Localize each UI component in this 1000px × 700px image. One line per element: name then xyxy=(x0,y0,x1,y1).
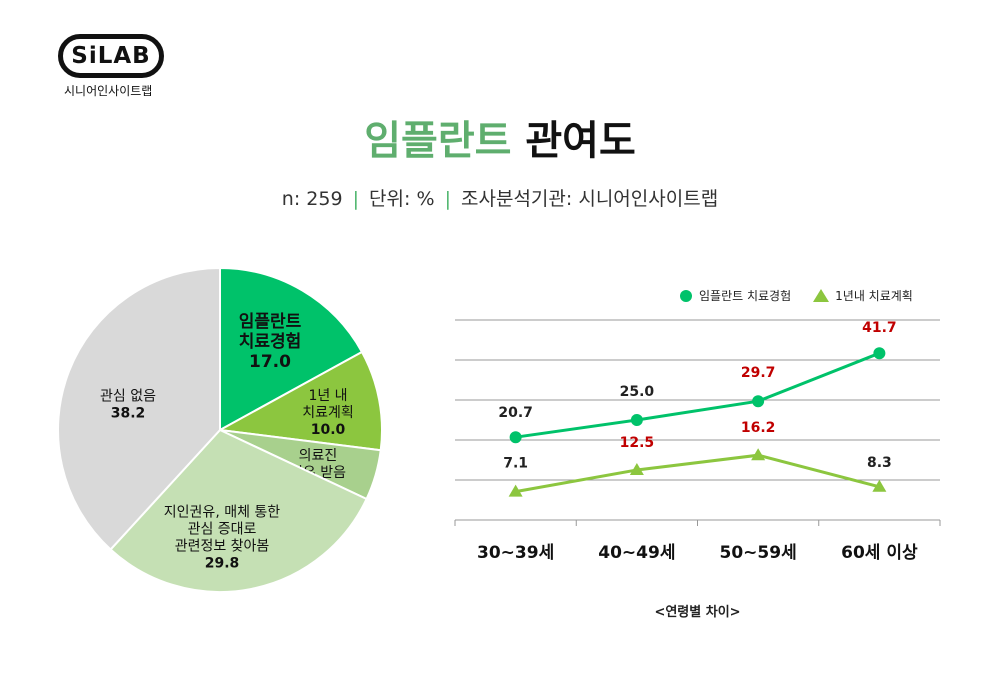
legend-implant: 임플란트 치료경험 xyxy=(699,289,792,303)
x-tick-label: 30~39세 xyxy=(477,543,554,563)
title-rest: 관여도 xyxy=(525,118,636,164)
data-label: 25.0 xyxy=(620,384,655,400)
pie-slice xyxy=(57,266,221,551)
x-tick-label: 60세 이상 xyxy=(841,543,918,563)
pie-slice xyxy=(109,428,368,593)
circle-marker-icon xyxy=(680,289,692,302)
pie-category-label: 관련정보 찾아봄 xyxy=(175,538,270,554)
pie-category-label: 의료진 xyxy=(299,448,338,464)
pie-value-label: 17.0 xyxy=(249,352,291,372)
data-label: 41.7 xyxy=(862,320,897,336)
data-point-triangle xyxy=(629,463,644,475)
data-label: 7.1 xyxy=(503,456,528,472)
series-line-plan xyxy=(515,453,880,494)
data-point-circle xyxy=(509,431,522,444)
pie-category-label: 1년 내 xyxy=(308,388,347,404)
logo-subtitle: 시니어인사이트랩 xyxy=(64,84,153,98)
legend-plan: 1년내 치료계획 xyxy=(835,289,913,303)
unit-label: 단위: % xyxy=(369,188,435,210)
data-label: 8.3 xyxy=(867,455,892,471)
line-legend: 임플란트 치료경험 1년내 치료계획 xyxy=(680,287,913,304)
title-highlight: 임플란트 xyxy=(364,118,512,164)
page-title: 임플란트 관여도 xyxy=(0,108,1000,166)
silab-logo: SiLAB 시니어인사이트랩 xyxy=(58,34,178,99)
data-label: 16.2 xyxy=(741,420,776,436)
data-point-circle xyxy=(630,414,643,426)
x-tick-label: 50~59세 xyxy=(720,543,797,563)
pie-category-label: 지인권유, 매체 통한 xyxy=(164,504,281,520)
data-label: 20.7 xyxy=(498,405,533,421)
data-point-circle xyxy=(873,347,886,360)
survey-info: n: 259 | 단위: % | 조사분석기관: 시니어인사이트랩 xyxy=(0,184,1000,211)
data-label: 12.5 xyxy=(620,435,655,451)
pie-value-label: 10.0 xyxy=(311,422,346,438)
chart-caption: <연령별 차이> xyxy=(654,605,741,620)
series-line-implant xyxy=(515,351,880,439)
data-point-triangle xyxy=(508,484,523,497)
separator: | xyxy=(444,188,451,210)
pie-value-label: 29.8 xyxy=(205,555,240,571)
pie-category-label: 치료계획 xyxy=(302,405,354,421)
logo-badge: SiLAB xyxy=(58,34,164,78)
pie-slice xyxy=(216,350,383,452)
separator: | xyxy=(352,188,359,210)
pie-category-label: 관심 없음 xyxy=(100,388,156,404)
triangle-marker-icon xyxy=(813,289,830,302)
data-label: 29.7 xyxy=(741,365,776,381)
pie-category-label: 관심 증대로 xyxy=(188,521,257,537)
pie-category-label: 치료경험 xyxy=(239,331,302,352)
data-point-circle xyxy=(752,395,765,408)
pie-value-label: 38.2 xyxy=(111,405,146,421)
sample-size: n: 259 xyxy=(281,188,343,210)
x-tick-label: 40~49세 xyxy=(598,543,675,563)
pie-slice xyxy=(219,266,364,432)
research-org: 조사분석기관: 시니어인사이트랩 xyxy=(461,188,719,210)
pie-category-label: 임플란트 xyxy=(239,311,302,332)
data-point-triangle xyxy=(751,448,766,461)
data-point-triangle xyxy=(872,479,887,492)
